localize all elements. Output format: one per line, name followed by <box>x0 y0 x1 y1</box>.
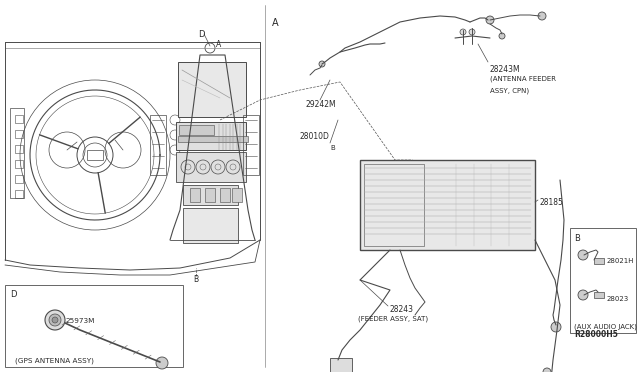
Circle shape <box>319 61 325 67</box>
Text: ASSY, CPN): ASSY, CPN) <box>490 87 529 93</box>
Bar <box>10 108 24 198</box>
Bar <box>15 160 23 168</box>
Text: 28021H: 28021H <box>607 258 634 264</box>
Bar <box>364 164 424 246</box>
Bar <box>150 115 166 175</box>
Text: 29242M: 29242M <box>305 100 335 109</box>
Circle shape <box>156 357 168 369</box>
Text: (ANTENNA FEEDER: (ANTENNA FEEDER <box>490 76 556 83</box>
Circle shape <box>52 317 58 323</box>
Bar <box>87 150 103 160</box>
Circle shape <box>460 29 466 35</box>
Bar <box>220 188 230 202</box>
Text: A: A <box>216 40 221 49</box>
Text: 28243M: 28243M <box>490 65 520 74</box>
Circle shape <box>486 16 494 24</box>
Bar <box>15 175 23 183</box>
Bar <box>232 188 242 202</box>
Text: B: B <box>330 145 335 151</box>
Bar <box>178 136 248 142</box>
Text: 28023: 28023 <box>607 296 629 302</box>
Text: 28243: 28243 <box>390 305 414 314</box>
Text: 28010D: 28010D <box>300 132 330 141</box>
Circle shape <box>45 310 65 330</box>
Bar <box>183 185 238 205</box>
Text: A: A <box>272 18 278 28</box>
Bar <box>594 292 604 298</box>
Text: 25973M: 25973M <box>65 318 94 324</box>
Bar <box>330 358 352 372</box>
Circle shape <box>551 322 561 332</box>
Text: (AUX AUDIO JACK): (AUX AUDIO JACK) <box>574 324 637 330</box>
Text: 28185: 28185 <box>540 198 564 207</box>
Bar <box>179 125 214 135</box>
Bar <box>15 130 23 138</box>
Circle shape <box>578 290 588 300</box>
Circle shape <box>499 33 505 39</box>
Bar <box>570 228 636 333</box>
Circle shape <box>469 29 475 35</box>
Bar <box>183 208 238 243</box>
Text: B: B <box>193 275 198 284</box>
Bar <box>15 190 23 198</box>
Bar <box>15 115 23 123</box>
Bar <box>176 122 246 150</box>
Bar <box>176 152 246 182</box>
Text: D: D <box>198 30 205 39</box>
Bar <box>190 188 200 202</box>
Bar <box>205 188 215 202</box>
Text: D: D <box>10 290 17 299</box>
Bar <box>178 62 246 117</box>
Bar <box>360 160 535 250</box>
Bar <box>15 145 23 153</box>
Text: (GPS ANTENNA ASSY): (GPS ANTENNA ASSY) <box>15 358 94 365</box>
Circle shape <box>578 250 588 260</box>
Bar <box>594 258 604 264</box>
Text: (FEEDER ASSY, SAT): (FEEDER ASSY, SAT) <box>358 316 428 323</box>
Bar <box>243 115 259 175</box>
Bar <box>5 285 183 367</box>
Circle shape <box>538 12 546 20</box>
Circle shape <box>543 368 551 372</box>
Circle shape <box>49 314 61 326</box>
Text: B: B <box>574 234 580 243</box>
Text: R28000H5: R28000H5 <box>574 330 618 339</box>
